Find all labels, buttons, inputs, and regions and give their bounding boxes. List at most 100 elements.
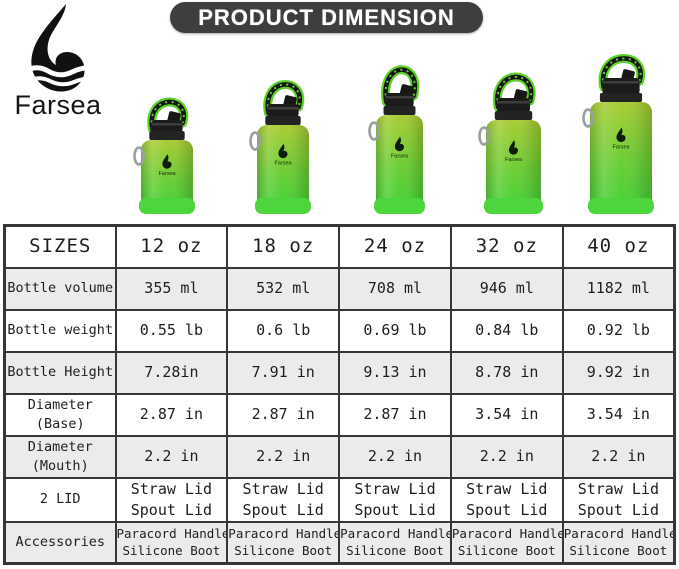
table-cell: 2.87 in <box>338 392 452 437</box>
table-cell: 0.55 lb <box>114 308 229 353</box>
table-cell-line: 532 ml <box>256 279 311 297</box>
table-cell: 708 ml <box>338 266 452 311</box>
paracord-handle <box>380 65 419 107</box>
table-cell-line: Spout Lid <box>354 500 436 519</box>
bottle-brand-print: Farsea <box>390 136 408 160</box>
table-row-accessories: Accessories Paracord Handle Silicone Boot P… <box>3 520 676 565</box>
bottle-brand-text: Farsea <box>612 145 630 151</box>
row-label: Bottle volume <box>3 266 117 311</box>
table-cell-line: Paracord Handle <box>116 525 228 541</box>
carabiner-icon <box>582 108 594 128</box>
paracord-handle <box>598 54 646 92</box>
silicone-boot <box>483 198 543 214</box>
table-cell: 9.92 in <box>561 350 676 395</box>
table-cell-line: 2.87 in <box>363 405 427 423</box>
bottle-18oz: Farsea <box>244 70 322 219</box>
table-cell: Paracord Handle Silicone Boot <box>114 520 229 565</box>
table-row-bottle-height: Bottle Height 7.28in 7.91 in 9.13 in 8.78 in… <box>3 350 676 395</box>
bottle-brand-print: Farsea <box>274 143 292 167</box>
table-cell: 532 ml <box>226 266 341 311</box>
table-cell: Straw Lid Spout Lid <box>561 476 676 523</box>
table-cell-line: 2.2 in <box>591 447 646 465</box>
table-cell-line: 40 oz <box>587 235 650 258</box>
table-cell: Paracord Handle Silicone Boot <box>338 520 452 565</box>
table-cell-line: Silicone Boot <box>457 543 556 559</box>
table-cell: 7.91 in <box>226 350 341 395</box>
table-cell: 3.54 in <box>561 392 676 437</box>
table-cell-line: Straw Lid <box>466 479 548 498</box>
carabiner-icon <box>133 146 145 166</box>
table-cell-line: 0.92 lb <box>586 321 650 339</box>
row-label: 2 LID <box>3 476 117 523</box>
carabiner-icon <box>477 126 490 146</box>
row-label-line: Bottle Height <box>7 364 114 381</box>
table-cell-line: 24 oz <box>363 235 427 258</box>
bottle-32oz: Farsea <box>473 62 554 219</box>
table-cell: Straw Lid Spout Lid <box>114 476 229 523</box>
table-cell: 24 oz <box>338 224 452 269</box>
table-cell: Straw Lid Spout Lid <box>338 476 452 523</box>
table-cell-line: Silicone Boot <box>569 543 668 559</box>
table-cell: 12 oz <box>114 224 229 269</box>
silicone-boot <box>373 198 425 214</box>
row-label-line: Bottle volume <box>7 280 114 297</box>
bottle-brand-text: Farsea <box>390 154 408 160</box>
table-cell-line: 0.6 lb <box>256 321 311 339</box>
farsea-drop-icon <box>22 4 99 92</box>
table-cell-line: Spout Lid <box>466 500 548 519</box>
table-cell-line: 18 oz <box>252 235 315 258</box>
bottle-brand-print: Farsea <box>612 127 630 151</box>
row-label: Diameter (Base) <box>3 392 117 437</box>
row-label-line: Accessories <box>15 533 105 550</box>
table-cell: 2.87 in <box>114 392 229 437</box>
brand-logo <box>6 2 116 122</box>
table-cell-line: 355 ml <box>144 279 199 297</box>
table-cell: 9.13 in <box>338 350 452 395</box>
table-cell-line: 0.55 lb <box>139 321 203 339</box>
table-cell: Paracord Handle Silicone Boot <box>449 520 564 565</box>
table-row-diameter-mouth: Diameter (Mouth) 2.2 in 2.2 in 2.2 in 2.2 in 2… <box>3 434 676 479</box>
table-cell-line: 2.2 in <box>367 447 423 465</box>
silicone-boot <box>588 198 654 214</box>
bottle-body <box>590 102 652 214</box>
bottle-body <box>141 140 193 214</box>
table-cell-line: Spout Lid <box>577 500 659 519</box>
row-label: Accessories <box>3 520 117 565</box>
table-cell-line: 3.54 in <box>586 405 650 423</box>
table-cell-line: Paracord Handle <box>228 525 340 541</box>
table-cell-line: 1182 ml <box>586 279 650 297</box>
row-label-line: Diameter <box>27 396 93 413</box>
table-cell-line: Silicone Boot <box>122 543 221 559</box>
table-cell: Paracord Handle Silicone Boot <box>226 520 341 565</box>
table-row-bottle-weight: Bottle weight 0.55 lb 0.6 lb 0.69 lb 0.84 lb… <box>3 308 676 353</box>
table-cell-line: 9.13 in <box>363 363 427 381</box>
table-cell-line: Paracord Handle <box>340 525 451 541</box>
table-cell-line: Straw Lid <box>354 479 436 498</box>
row-label-line: Diameter <box>27 438 93 455</box>
table-cell-line: 2.2 in <box>479 447 534 465</box>
row-label-line: SIZES <box>29 235 92 258</box>
silicone-boot <box>255 198 311 214</box>
bottle-brand-text: Farsea <box>274 161 292 167</box>
table-cell: 0.69 lb <box>338 308 452 353</box>
table-cell: 18 oz <box>226 224 341 269</box>
carabiner-icon <box>249 131 261 151</box>
table-row-2-lid: 2 LID Straw Lid Spout Lid Straw Lid Spout Li… <box>3 476 676 523</box>
bottle-body <box>485 120 541 214</box>
table-cell-line: Silicone Boot <box>346 543 444 559</box>
table-cell-line: Paracord Handle <box>563 525 675 541</box>
table-cell: Paracord Handle Silicone Boot <box>561 520 676 565</box>
table-row-diameter-base: Diameter (Base) 2.87 in 2.87 in 2.87 in 3.54 … <box>3 392 676 437</box>
table-cell: Straw Lid Spout Lid <box>226 476 341 523</box>
bottle-brand-text: Farsea <box>158 171 176 177</box>
brand-wordmark: Farsea <box>14 90 102 120</box>
bottle-brand-print: Farsea <box>158 154 176 177</box>
paracord-handle <box>263 80 305 118</box>
table-cell-line: 12 oz <box>140 235 203 258</box>
table-cell: 8.78 in <box>449 350 564 395</box>
table-cell: 40 oz <box>561 224 676 269</box>
table-cell: 1182 ml <box>561 266 676 311</box>
page-title: PRODUCT DIMENSION <box>170 2 483 33</box>
table-cell: 2.2 in <box>561 434 676 479</box>
row-label: Bottle Height <box>3 350 117 395</box>
